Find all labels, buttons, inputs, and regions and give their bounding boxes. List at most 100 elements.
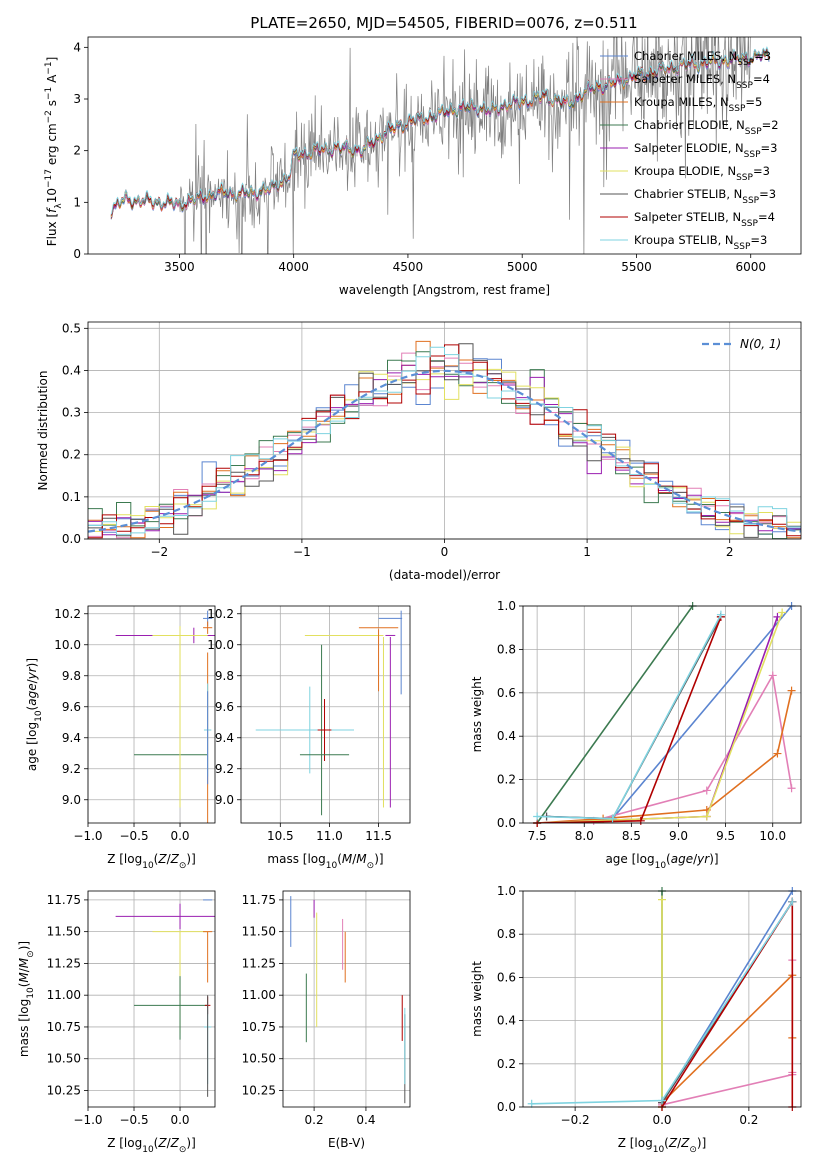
axes-frame [240, 605, 411, 824]
x-tick-label: −1.0 [73, 829, 102, 843]
y-tick-label: 0.8 [497, 642, 516, 656]
residual-histogram [88, 368, 801, 535]
axes-frame [87, 890, 216, 1108]
x-tick-label: −0.5 [119, 829, 148, 843]
y-tick-label: 11.00 [47, 988, 81, 1002]
x-tick-label: 9.0 [669, 829, 688, 843]
x-tick-label: −2 [150, 545, 168, 559]
x-tick-label: 0.2 [739, 1113, 758, 1127]
x-tick-label: 4500 [393, 260, 424, 274]
x-tick-label: 0.4 [356, 1113, 375, 1127]
x-tick-label: 0.0 [170, 1113, 189, 1127]
y-tick-label: 11.75 [47, 893, 81, 907]
weight-marker [768, 671, 777, 680]
age-vs-mass-chart: 10.5 11.0 11.5 9.0 9.2 9.4 9.6 9.8 10.0 10.2 mass … [207, 605, 411, 871]
x-tick-label: 0.0 [170, 829, 189, 843]
y-tick-label: 10.50 [242, 1052, 276, 1066]
x-axis-label: (data-model)/error [389, 568, 500, 582]
y-tick-label: 9.4 [215, 731, 234, 745]
axes-frame [522, 605, 802, 824]
age-vs-Z-chart: −1.0 −0.5 0.0 9.0 9.2 9.4 9.6 9.8 10.0 10.2 Z [log… [25, 605, 216, 871]
residual-histogram [88, 346, 801, 535]
y-tick-label: 9.8 [215, 669, 234, 683]
axes-frame [282, 890, 411, 1108]
x-tick-label: 2 [726, 545, 734, 559]
y-tick-label: 10.25 [242, 1083, 276, 1097]
legend-label: Kroupa STELIB, NSSP=3 [634, 233, 767, 252]
y-tick-label: 10.50 [47, 1052, 81, 1066]
y-tick-label: 10.2 [207, 607, 234, 621]
y-tick-label: 11.25 [47, 956, 81, 970]
weight-marker [787, 784, 796, 793]
x-tick-label: 1 [583, 545, 591, 559]
y-tick-label: 0.6 [497, 686, 516, 700]
y-tick-label: 0.3 [62, 406, 81, 420]
legend-label: Salpeter STELIB, NSSP=4 [634, 210, 775, 229]
y-tick-label: 10.75 [47, 1020, 81, 1034]
y-tick-label: 0.1 [62, 490, 81, 504]
legend-label: Salpeter ELODIE, NSSP=3 [634, 141, 777, 160]
legend-label: Chabrier STELIB, NSSP=3 [634, 187, 776, 206]
y-tick-label: 10.75 [242, 1020, 276, 1034]
weight-marker [658, 1096, 666, 1105]
y-tick-label: 0.0 [497, 1100, 516, 1114]
weight-marker [636, 816, 645, 825]
x-tick-label: 9.5 [716, 829, 735, 843]
x-tick-label: −0.2 [561, 1113, 590, 1127]
y-tick-label: 0.2 [62, 448, 81, 462]
x-tick-label: 10.0 [759, 829, 786, 843]
x-tick-label: 6000 [735, 260, 766, 274]
y-tick-label: 11.00 [242, 988, 276, 1002]
axes-frame [87, 605, 216, 824]
spectrum-chart: 3500 4000 4500 5000 5500 6000 0 1 2 3 4 wavelength … [44, 36, 802, 297]
x-tick-label: 3500 [164, 260, 195, 274]
y-axis-label: Flux [fλ10−17 erg cm−2 s−1 A−1] [44, 57, 64, 247]
y-tick-label: 0.4 [62, 363, 81, 377]
x-tick-label: 7.5 [528, 829, 547, 843]
weight-marker [608, 814, 617, 823]
y-tick-label: 0.5 [62, 321, 81, 335]
x-axis-label: mass [log10(M/M⊙)] [267, 852, 383, 871]
y-tick-label: 0 [73, 247, 81, 261]
x-axis-label: Z [log10(Z/Z⊙)] [107, 1136, 196, 1155]
axes-frame [87, 36, 802, 255]
x-tick-label: 8.0 [575, 829, 594, 843]
x-axis-label: wavelength [Angstrom, rest frame] [339, 283, 550, 297]
legend-label: Chabrier ELODIE, NSSP=2 [634, 118, 779, 137]
y-tick-label: 0.8 [497, 927, 516, 941]
legend-label: Chabrier MILES, NSSP=3 [634, 49, 771, 68]
legend-label: Kroupa MILES, NSSP=5 [634, 95, 762, 114]
y-tick-label: 11.25 [242, 956, 276, 970]
axes-frame [522, 890, 802, 1108]
figure-title: PLATE=2650, MJD=54505, FIBERID=0076, z=0… [250, 14, 637, 32]
weight-marker [658, 895, 666, 904]
y-tick-label: 10.25 [47, 1083, 81, 1097]
y-tick-label: 0.2 [497, 773, 516, 787]
x-tick-label: 0.2 [305, 1113, 324, 1127]
x-axis-label: age [log10(age/yr)] [605, 852, 718, 871]
x-tick-label: 11.0 [316, 829, 343, 843]
y-tick-label: 0.4 [497, 729, 516, 743]
weight-marker [527, 1099, 536, 1108]
legend-label: Kroupa ELODIE, NSSP=3 [634, 164, 770, 183]
weight-marker [773, 749, 782, 758]
y-axis-label: mass weight [470, 961, 484, 1037]
y-tick-label: 11.50 [242, 925, 276, 939]
y-tick-label: 9.0 [215, 793, 234, 807]
y-tick-label: 1.0 [497, 884, 516, 898]
x-tick-label: 0.0 [652, 1113, 671, 1127]
x-tick-label: −1 [293, 545, 311, 559]
y-tick-label: 0.0 [497, 816, 516, 830]
x-tick-label: 10.5 [267, 829, 294, 843]
y-tick-label: 9.6 [215, 700, 234, 714]
weight-marker [716, 610, 725, 619]
y-tick-label: 11.75 [242, 893, 276, 907]
y-axis-label: mass weight [470, 676, 484, 752]
legend-label: N(0, 1) [740, 337, 781, 351]
weight-marker [778, 608, 787, 617]
spectrum-legend: Chabrier MILES, NSSP=3 Salpeter MILES, NS… [600, 49, 779, 252]
x-axis-label: E(B-V) [328, 1136, 365, 1150]
y-tick-label: 9.2 [62, 762, 81, 776]
weight-vs-age-chart: 7.5 8.0 8.5 9.0 9.5 10.0 0.0 0.2 0.4 0.6 0.8 1.0 age… [470, 599, 802, 871]
